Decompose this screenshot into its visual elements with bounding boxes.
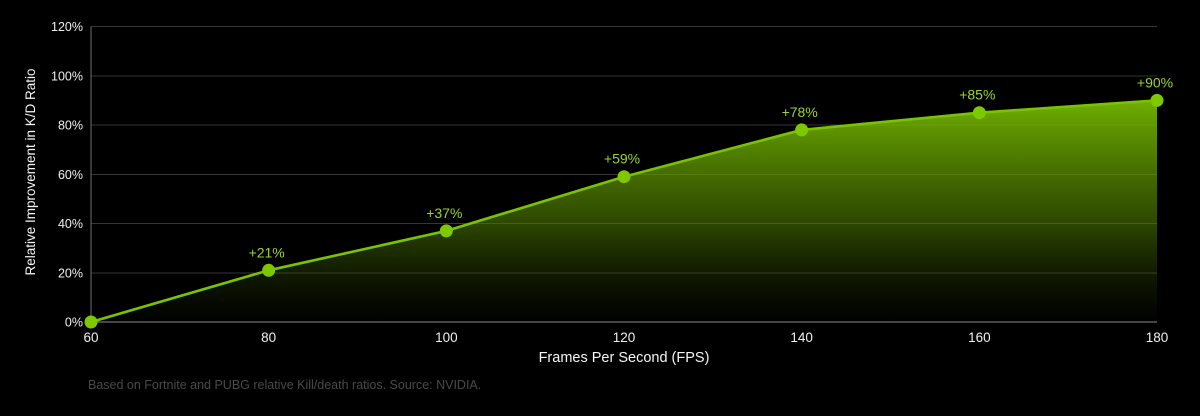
- data-point-marker: [439, 224, 453, 238]
- x-axis-tick-labels: 60 80 100 120 140 160 180: [83, 330, 1168, 345]
- x-tick-label: 140: [790, 330, 813, 345]
- data-point-label: +90%: [1137, 74, 1173, 90]
- y-axis-title: Relative Improvement in K/D Ratio: [23, 68, 38, 275]
- y-tick-label: 60%: [58, 168, 83, 182]
- data-point-marker: [795, 123, 809, 137]
- y-tick-label: 20%: [58, 266, 83, 280]
- x-tick-label: 80: [261, 330, 276, 345]
- data-point-marker: [1150, 93, 1164, 107]
- x-tick-label: 100: [435, 330, 458, 345]
- y-tick-label: 80%: [58, 119, 83, 133]
- data-point-label: +21%: [249, 244, 285, 260]
- x-axis-title: Frames Per Second (FPS): [539, 350, 710, 366]
- data-point-label: +37%: [426, 205, 462, 221]
- x-tick-label: 160: [968, 330, 991, 345]
- data-point-marker: [617, 170, 631, 184]
- y-tick-label: 0%: [65, 316, 83, 330]
- x-tick-label: 60: [83, 330, 98, 345]
- data-point-marker: [84, 315, 98, 329]
- area-fill: [91, 100, 1157, 323]
- y-tick-label: 100%: [51, 69, 83, 83]
- y-tick-label: 40%: [58, 217, 83, 231]
- y-axis-tick-labels: 0% 20% 40% 60% 80% 100% 120%: [51, 20, 83, 330]
- data-point-label: +85%: [959, 87, 995, 103]
- data-point-label: +78%: [782, 104, 818, 120]
- chart-footnote: Based on Fortnite and PUBG relative Kill…: [88, 378, 481, 392]
- data-point-marker: [262, 263, 276, 277]
- data-point-label: +59%: [604, 151, 640, 167]
- x-tick-label: 180: [1146, 330, 1169, 345]
- data-point-markers: [84, 93, 1164, 329]
- data-point-marker: [972, 106, 986, 120]
- data-point-labels: +21% +37% +59% +78% +85% +90%: [249, 74, 1174, 260]
- y-tick-label: 120%: [51, 20, 83, 34]
- x-tick-label: 120: [613, 330, 636, 345]
